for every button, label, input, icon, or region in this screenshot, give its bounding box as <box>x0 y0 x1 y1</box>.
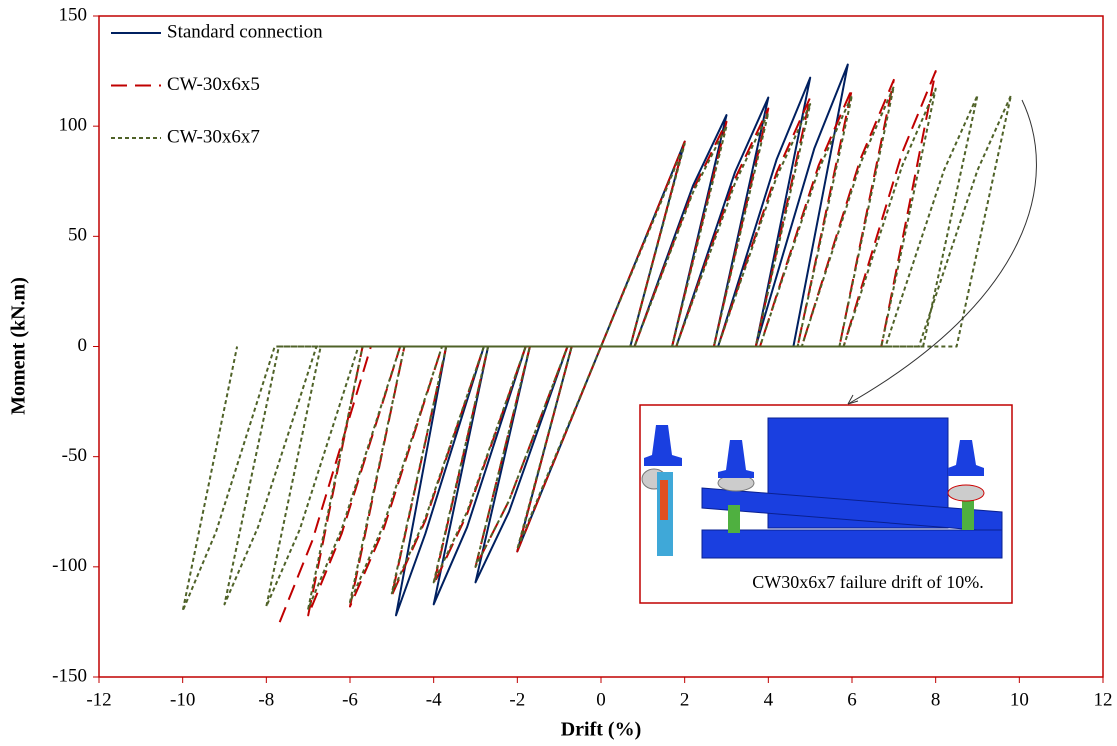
y-tick-label: 100 <box>59 115 88 136</box>
x-tick-label: -4 <box>426 689 442 710</box>
y-tick-label: 0 <box>78 335 88 356</box>
y-tick-label: 50 <box>68 225 87 246</box>
x-tick-label: -2 <box>509 689 525 710</box>
legend-label: CW-30x6x5 <box>167 74 260 95</box>
x-tick-label: -12 <box>86 689 111 710</box>
x-tick-label: -6 <box>342 689 358 710</box>
inset-pointer <box>848 100 1036 404</box>
legend-label: Standard connection <box>167 21 323 42</box>
inset-caption: CW30x6x7 failure drift of 10%. <box>752 572 983 592</box>
y-tick-label: -50 <box>62 445 87 466</box>
inset-washer <box>948 485 984 501</box>
inset-flange <box>702 530 1002 558</box>
x-tick-label: 12 <box>1094 689 1113 710</box>
y-tick-label: 150 <box>59 4 88 25</box>
x-axis-title: Drift (%) <box>561 719 642 741</box>
x-tick-label: 6 <box>847 689 857 710</box>
chart: Drift (%) Moment (kN.m) -150-100-5005010… <box>0 0 1117 746</box>
y-axis-title: Moment (kN.m) <box>8 277 30 415</box>
inset-bolt <box>728 505 740 533</box>
x-tick-label: 4 <box>764 689 774 710</box>
legend-label: CW-30x6x7 <box>167 126 260 147</box>
y-tick-label: -100 <box>52 555 87 576</box>
x-tick-label: 10 <box>1010 689 1029 710</box>
inset-stress <box>660 480 668 520</box>
x-tick-label: 0 <box>596 689 606 710</box>
x-tick-label: -8 <box>258 689 274 710</box>
x-tick-label: 8 <box>931 689 941 710</box>
x-tick-label: -10 <box>170 689 195 710</box>
inset-bolt <box>962 500 974 530</box>
y-tick-label: -150 <box>52 665 87 686</box>
plot-area: -150 -100 -50 0 50 100 150 -12 -10 -8 -6 -4 -2 0 2 4 6 8 1… <box>52 4 1112 710</box>
x-tick-label: 2 <box>680 689 690 710</box>
